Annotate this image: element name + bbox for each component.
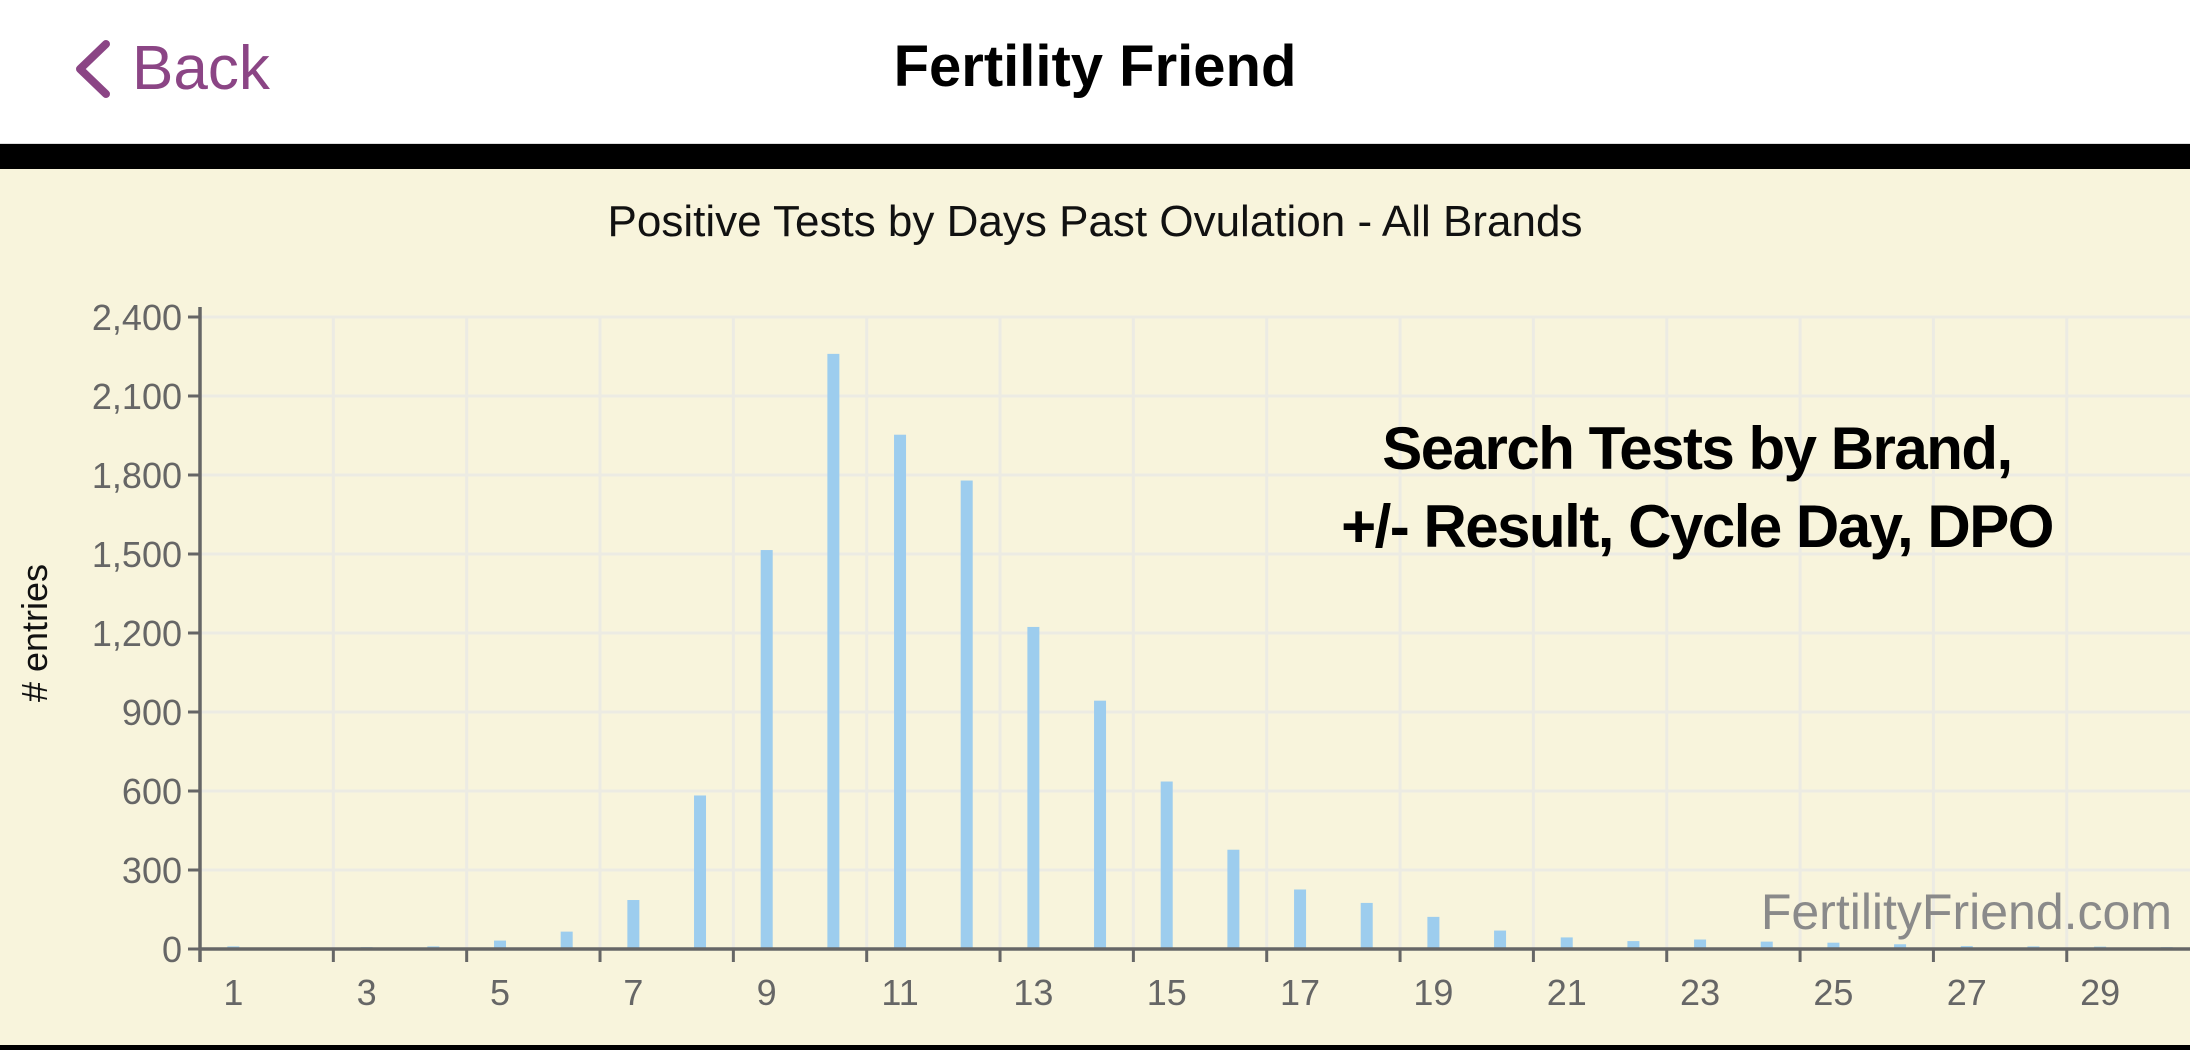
bar-day-11 [894,434,907,950]
chart-title: Positive Tests by Days Past Ovulation - … [607,197,1583,246]
bar-day-21 [1560,937,1573,949]
chevron-left-icon [76,40,110,98]
bar-day-23 [1694,939,1707,949]
page-title: Fertility Friend [893,34,1297,99]
bar-day-9 [760,550,773,949]
footer-divider [0,1045,2190,1050]
x-tick-label: 7 [623,972,643,1013]
header-divider [0,144,2190,169]
annotation-line-2: +/- Result, Cycle Day, DPO [1341,493,2054,560]
back-label: Back [132,34,270,103]
bar-day-26 [1894,944,1907,949]
x-tick-label: 19 [1413,972,1453,1013]
x-tick-label: 21 [1547,972,1587,1013]
x-tick-label: 5 [490,972,510,1013]
bar-day-18 [1360,902,1373,949]
navigation-bar: Back Fertility Friend [0,0,2190,144]
x-tick-label: 9 [757,972,777,1013]
bar-day-8 [694,795,707,949]
y-tick-label: 1,800 [92,455,182,496]
x-tick-label: 29 [2080,972,2120,1013]
x-tick-label: 23 [1680,972,1720,1013]
x-tick-label: 3 [357,972,377,1013]
bar-day-17 [1294,889,1307,949]
y-tick-label: 2,100 [92,376,182,417]
bar-day-19 [1427,916,1440,949]
bar-day-7 [627,900,640,949]
y-tick-label: 300 [122,850,182,891]
y-tick-label: 2,400 [92,297,182,338]
y-tick-label: 1,500 [92,534,182,575]
bar-day-10 [827,353,840,949]
x-tick-label: 13 [1013,972,1053,1013]
y-tick-label: 1,200 [92,613,182,654]
bar-day-16 [1227,849,1240,949]
x-tick-label: 15 [1147,972,1187,1013]
bar-day-22 [1627,941,1640,949]
watermark: FertilityFriend.com [1760,884,2172,940]
search-promo-annotation[interactable]: Search Tests by Brand, +/- Result, Cycle… [1297,410,2097,566]
annotation-line-1: Search Tests by Brand, [1382,415,2013,482]
bar-day-5 [494,940,507,949]
bar-day-15 [1160,781,1173,949]
y-tick-label: 600 [122,771,182,812]
y-tick-label: 900 [122,692,182,733]
bar-day-12 [960,480,973,949]
x-tick-label: 25 [1813,972,1853,1013]
bar-day-14 [1094,700,1107,949]
bar-day-6 [560,931,573,949]
back-button[interactable]: Back [72,36,270,102]
y-tick-label: 0 [162,929,182,970]
x-tick-label: 17 [1280,972,1320,1013]
bar-day-24 [1760,941,1773,949]
x-tick-label: 11 [881,972,918,1013]
x-tick-label: 27 [1947,972,1987,1013]
bar-day-13 [1027,626,1040,949]
bar-day-20 [1494,930,1507,949]
bar-day-25 [1827,942,1840,949]
x-tick-label: 1 [223,972,243,1013]
